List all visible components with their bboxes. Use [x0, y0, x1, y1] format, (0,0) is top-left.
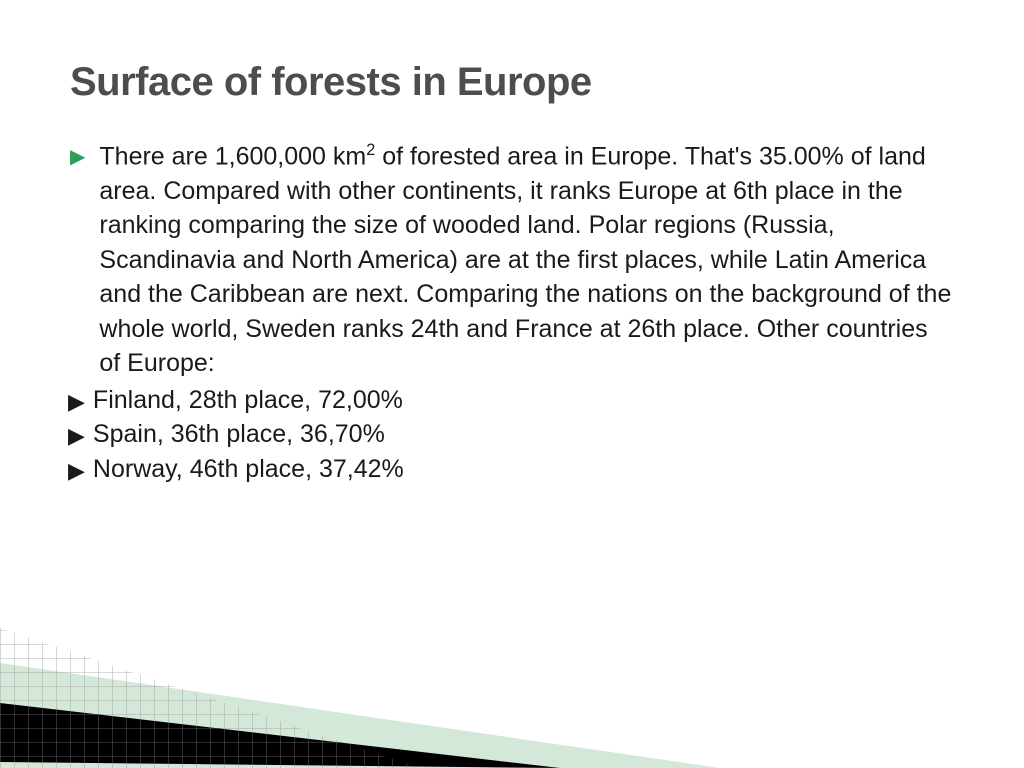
deco-wedge	[0, 703, 560, 768]
para-area-value: 1,600,000	[215, 142, 326, 170]
country-entry: Finland, 28th place, 72,00%	[93, 383, 403, 418]
main-paragraph: There are 1,600,000 km2 of forested area…	[99, 139, 954, 381]
para-rest: of forested area in Europe. That's 35.00…	[99, 142, 951, 377]
deco-grid	[0, 628, 420, 768]
slide: Surface of forests in Europe ▶ There are…	[0, 0, 1024, 768]
country-entry: Norway, 46th place, 37,42%	[93, 452, 404, 487]
list-item: ▶ Norway, 46th place, 37,42%	[70, 452, 954, 487]
para-area-exp: 2	[366, 141, 375, 159]
para-area-unit: km	[326, 142, 366, 170]
country-list: ▶ Finland, 28th place, 72,00% ▶ Spain, 3…	[70, 383, 954, 487]
triangle-bullet-icon: ▶	[70, 144, 85, 172]
triangle-bullet-icon: ▶	[68, 421, 85, 451]
main-bullet-item: ▶ There are 1,600,000 km2 of forested ar…	[70, 139, 954, 381]
list-item: ▶ Spain, 36th place, 36,70%	[70, 417, 954, 452]
country-entry: Spain, 36th place, 36,70%	[93, 417, 385, 452]
para-prefix: There are	[99, 142, 214, 170]
slide-title: Surface of forests in Europe	[70, 60, 954, 105]
triangle-bullet-icon: ▶	[68, 456, 85, 486]
triangle-bullet-icon: ▶	[68, 387, 85, 417]
deco-triangle	[0, 663, 720, 768]
slide-decoration	[0, 588, 1024, 768]
list-item: ▶ Finland, 28th place, 72,00%	[70, 383, 954, 418]
slide-body: ▶ There are 1,600,000 km2 of forested ar…	[70, 139, 954, 486]
